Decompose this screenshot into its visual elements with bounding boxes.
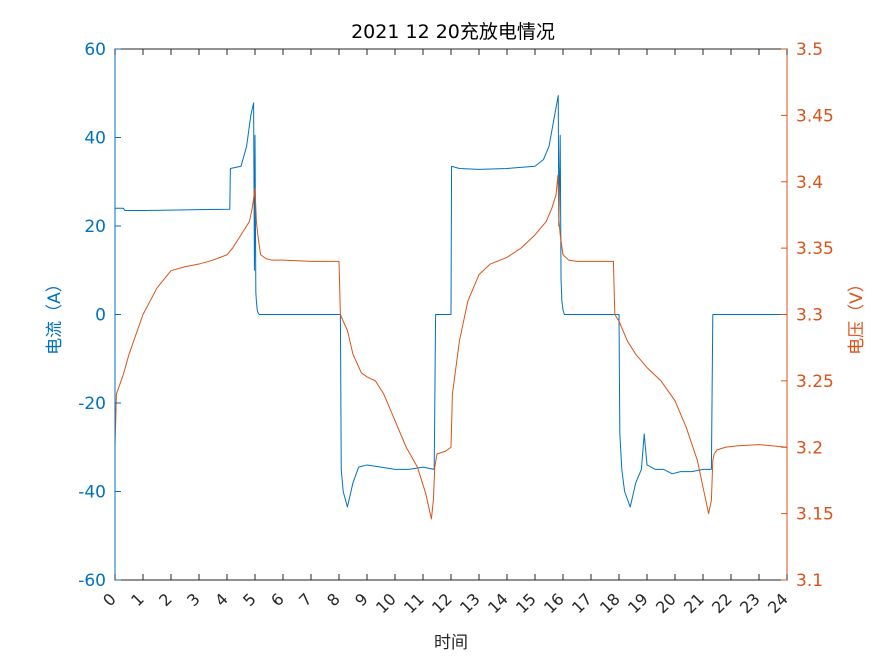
y-left-label: 电流（A）	[45, 275, 65, 355]
y-left-tick-label: -60	[78, 571, 106, 591]
voltage-series-line	[114, 174, 788, 520]
x-tick-label: 16	[540, 589, 568, 617]
y-right-tick-label: 3.45	[796, 106, 834, 126]
x-tick-label: 2	[155, 589, 176, 610]
x-tick-label: 6	[267, 589, 288, 610]
x-tick-label: 5	[239, 589, 260, 610]
x-tick-label: 22	[708, 589, 736, 617]
x-tick-label: 12	[428, 589, 456, 617]
y-left-tick-label: 20	[84, 217, 106, 237]
y-right-tick-label: 3.1	[796, 571, 823, 591]
y-left-tick-label: 0	[95, 306, 106, 326]
x-tick-label: 21	[680, 589, 708, 617]
y-right-tick-label: 3.3	[796, 306, 823, 326]
y-left-tick-label: 40	[84, 129, 106, 149]
y-right-tick-label: 3.2	[796, 438, 823, 458]
x-tick-label: 10	[372, 589, 400, 617]
y-left-tick-label: -20	[78, 394, 106, 414]
x-tick-label: 7	[295, 589, 316, 610]
y-right-tick-label: 3.15	[796, 505, 834, 525]
chart-title: 2021 12 20充放电情况	[351, 21, 555, 43]
x-axis-label: 时间	[434, 633, 468, 653]
x-tick-label: 14	[484, 589, 512, 617]
x-tick-label: 1	[127, 589, 148, 610]
x-tick-label: 4	[211, 589, 232, 610]
x-tick-label: 19	[624, 589, 652, 617]
current-series-line	[115, 94, 787, 508]
y-right-label: 电压（V）	[847, 275, 867, 355]
y-right-tick-label: 3.4	[796, 173, 823, 193]
x-tick-label: 18	[596, 589, 624, 617]
plot-area	[114, 94, 788, 520]
y-left-tick-label: 60	[84, 40, 106, 60]
x-tick-label: 3	[183, 589, 204, 610]
y-right-tick-label: 3.35	[796, 239, 834, 259]
x-tick-label: 23	[736, 589, 764, 617]
y-right-tick-label: 3.5	[796, 40, 823, 60]
y-right-tick-label: 3.25	[796, 372, 834, 392]
x-tick-label: 17	[568, 589, 596, 617]
x-tick-label: 24	[764, 589, 792, 617]
y-left-tick-label: -40	[78, 483, 106, 503]
axis-ticks: 0 1 2 3 4 5 6 7 8 9 10 11 12 13 14 15 16 17 18 19 20 21 22 23 24…	[78, 40, 834, 617]
x-tick-label: 11	[400, 589, 428, 617]
x-tick-label: 8	[323, 589, 344, 610]
x-tick-label: 15	[512, 589, 540, 617]
x-tick-label: 0	[99, 589, 120, 610]
x-tick-label: 9	[351, 589, 372, 610]
x-tick-label: 20	[652, 589, 680, 617]
x-tick-label: 13	[456, 589, 484, 617]
